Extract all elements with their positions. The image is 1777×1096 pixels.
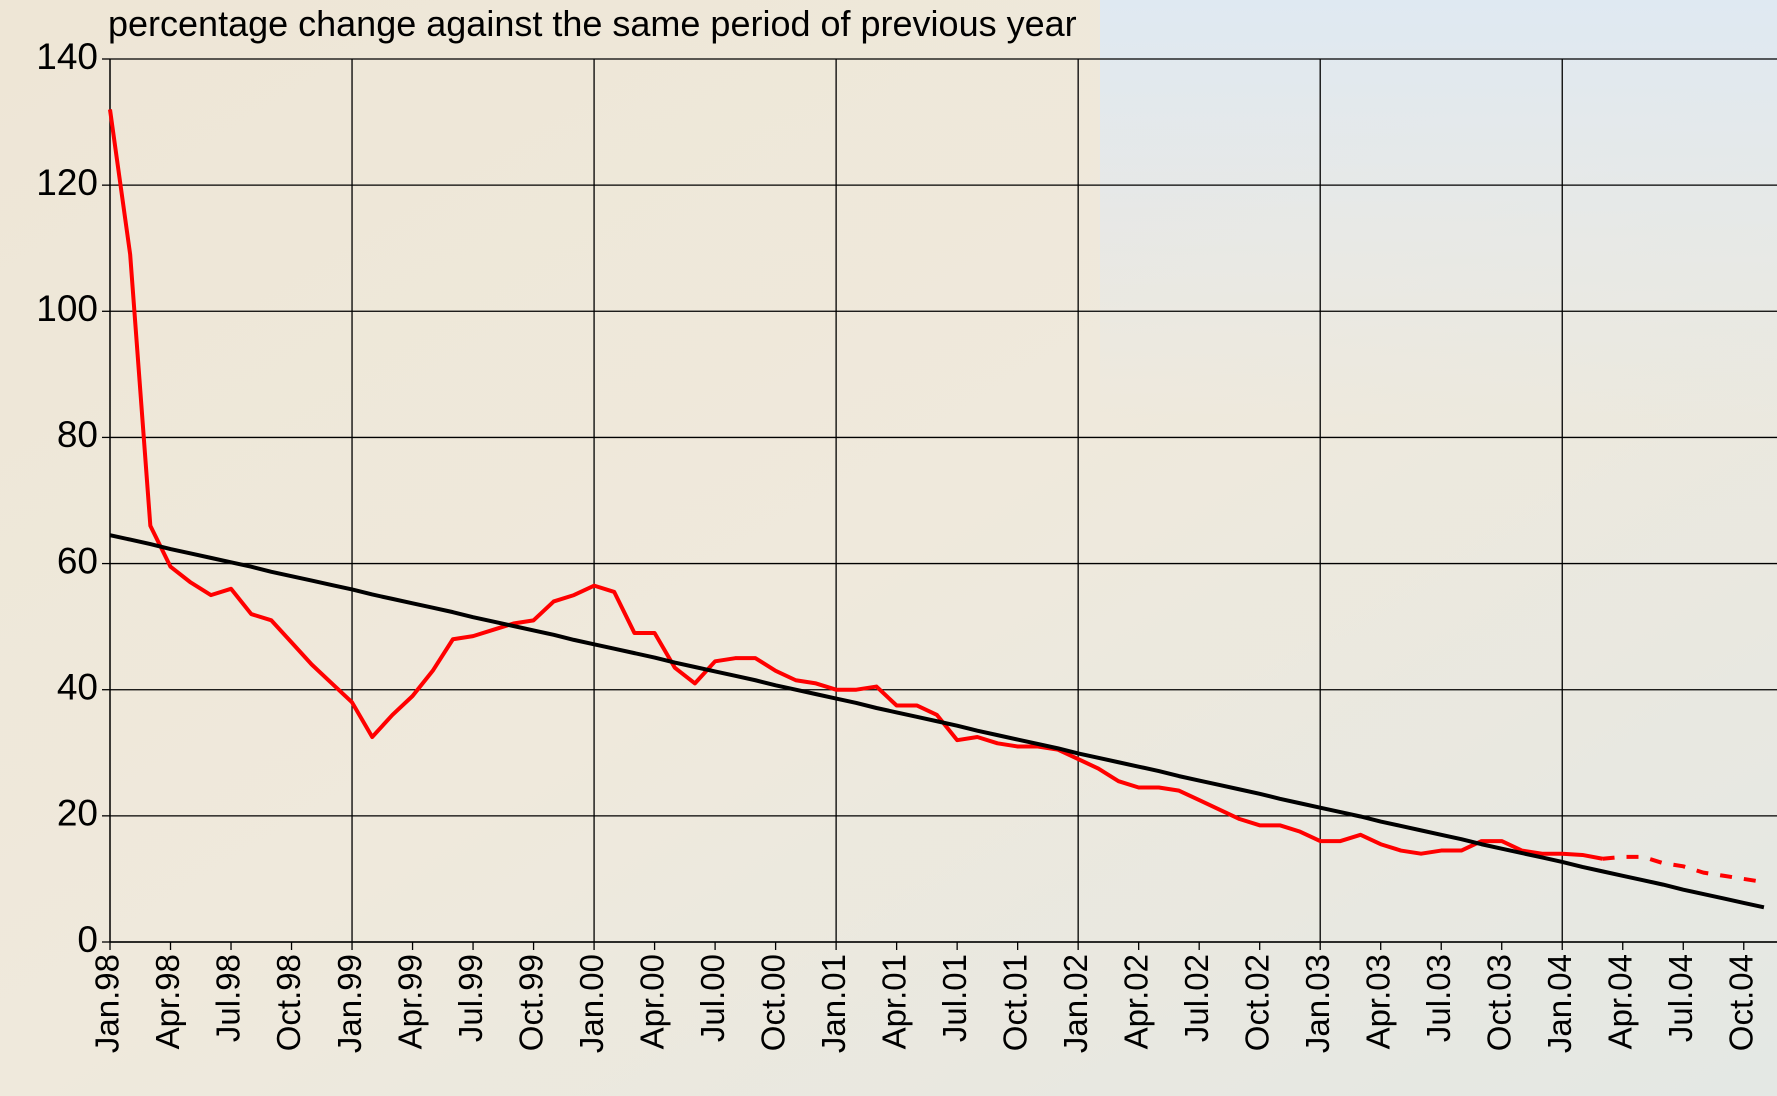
x-tick-label: Oct.00 <box>754 954 791 1051</box>
y-tick-label: 120 <box>36 162 98 203</box>
x-tick-label: Apr.04 <box>1601 954 1638 1049</box>
x-tick-label: Apr.99 <box>391 954 428 1049</box>
y-tick-label: 0 <box>77 919 98 960</box>
x-tick-label: Jan.03 <box>1299 954 1336 1053</box>
x-tick-label: Jul.02 <box>1178 954 1215 1042</box>
x-tick-label: Jan.04 <box>1541 954 1578 1053</box>
x-tick-label: Jan.02 <box>1057 954 1094 1053</box>
y-tick-label: 100 <box>36 288 98 329</box>
x-tick-label: Oct.02 <box>1238 954 1275 1051</box>
x-tick-label: Oct.99 <box>512 954 549 1051</box>
x-tick-label: Oct.04 <box>1722 954 1759 1051</box>
x-tick-label: Oct.03 <box>1480 954 1517 1051</box>
y-tick-label: 140 <box>36 36 98 77</box>
y-tick-label: 80 <box>57 414 98 455</box>
x-tick-label: Jul.00 <box>694 954 731 1042</box>
data-line <box>108 109 1603 861</box>
x-tick-label: Jan.98 <box>89 954 126 1053</box>
x-tick-label: Apr.02 <box>1117 954 1154 1049</box>
x-tick-label: Jul.99 <box>452 954 489 1042</box>
y-tick-label: 40 <box>57 666 98 707</box>
x-tick-label: Jan.00 <box>573 954 610 1053</box>
y-tick-label: 20 <box>57 793 98 834</box>
x-tick-label: Apr.98 <box>149 954 186 1049</box>
x-tick-label: Jul.98 <box>210 954 247 1042</box>
background-sky <box>1100 0 1777 420</box>
x-tick-label: Jul.03 <box>1420 954 1457 1042</box>
x-tick-label: Jan.99 <box>331 954 368 1053</box>
x-tick-label: Oct.98 <box>270 954 307 1051</box>
x-tick-label: Jan.01 <box>815 954 852 1053</box>
x-tick-label: Jul.04 <box>1662 954 1699 1042</box>
x-tick-label: Apr.03 <box>1359 954 1396 1049</box>
y-tick-label: 60 <box>57 540 98 581</box>
x-tick-label: Apr.00 <box>633 954 670 1049</box>
data-line <box>109 533 1765 910</box>
data-line <box>1602 854 1765 885</box>
x-tick-label: Jul.01 <box>936 954 973 1042</box>
chart-title: percentage change against the same perio… <box>108 3 1077 44</box>
x-tick-label: Oct.01 <box>996 954 1033 1051</box>
x-tick-label: Apr.01 <box>875 954 912 1049</box>
